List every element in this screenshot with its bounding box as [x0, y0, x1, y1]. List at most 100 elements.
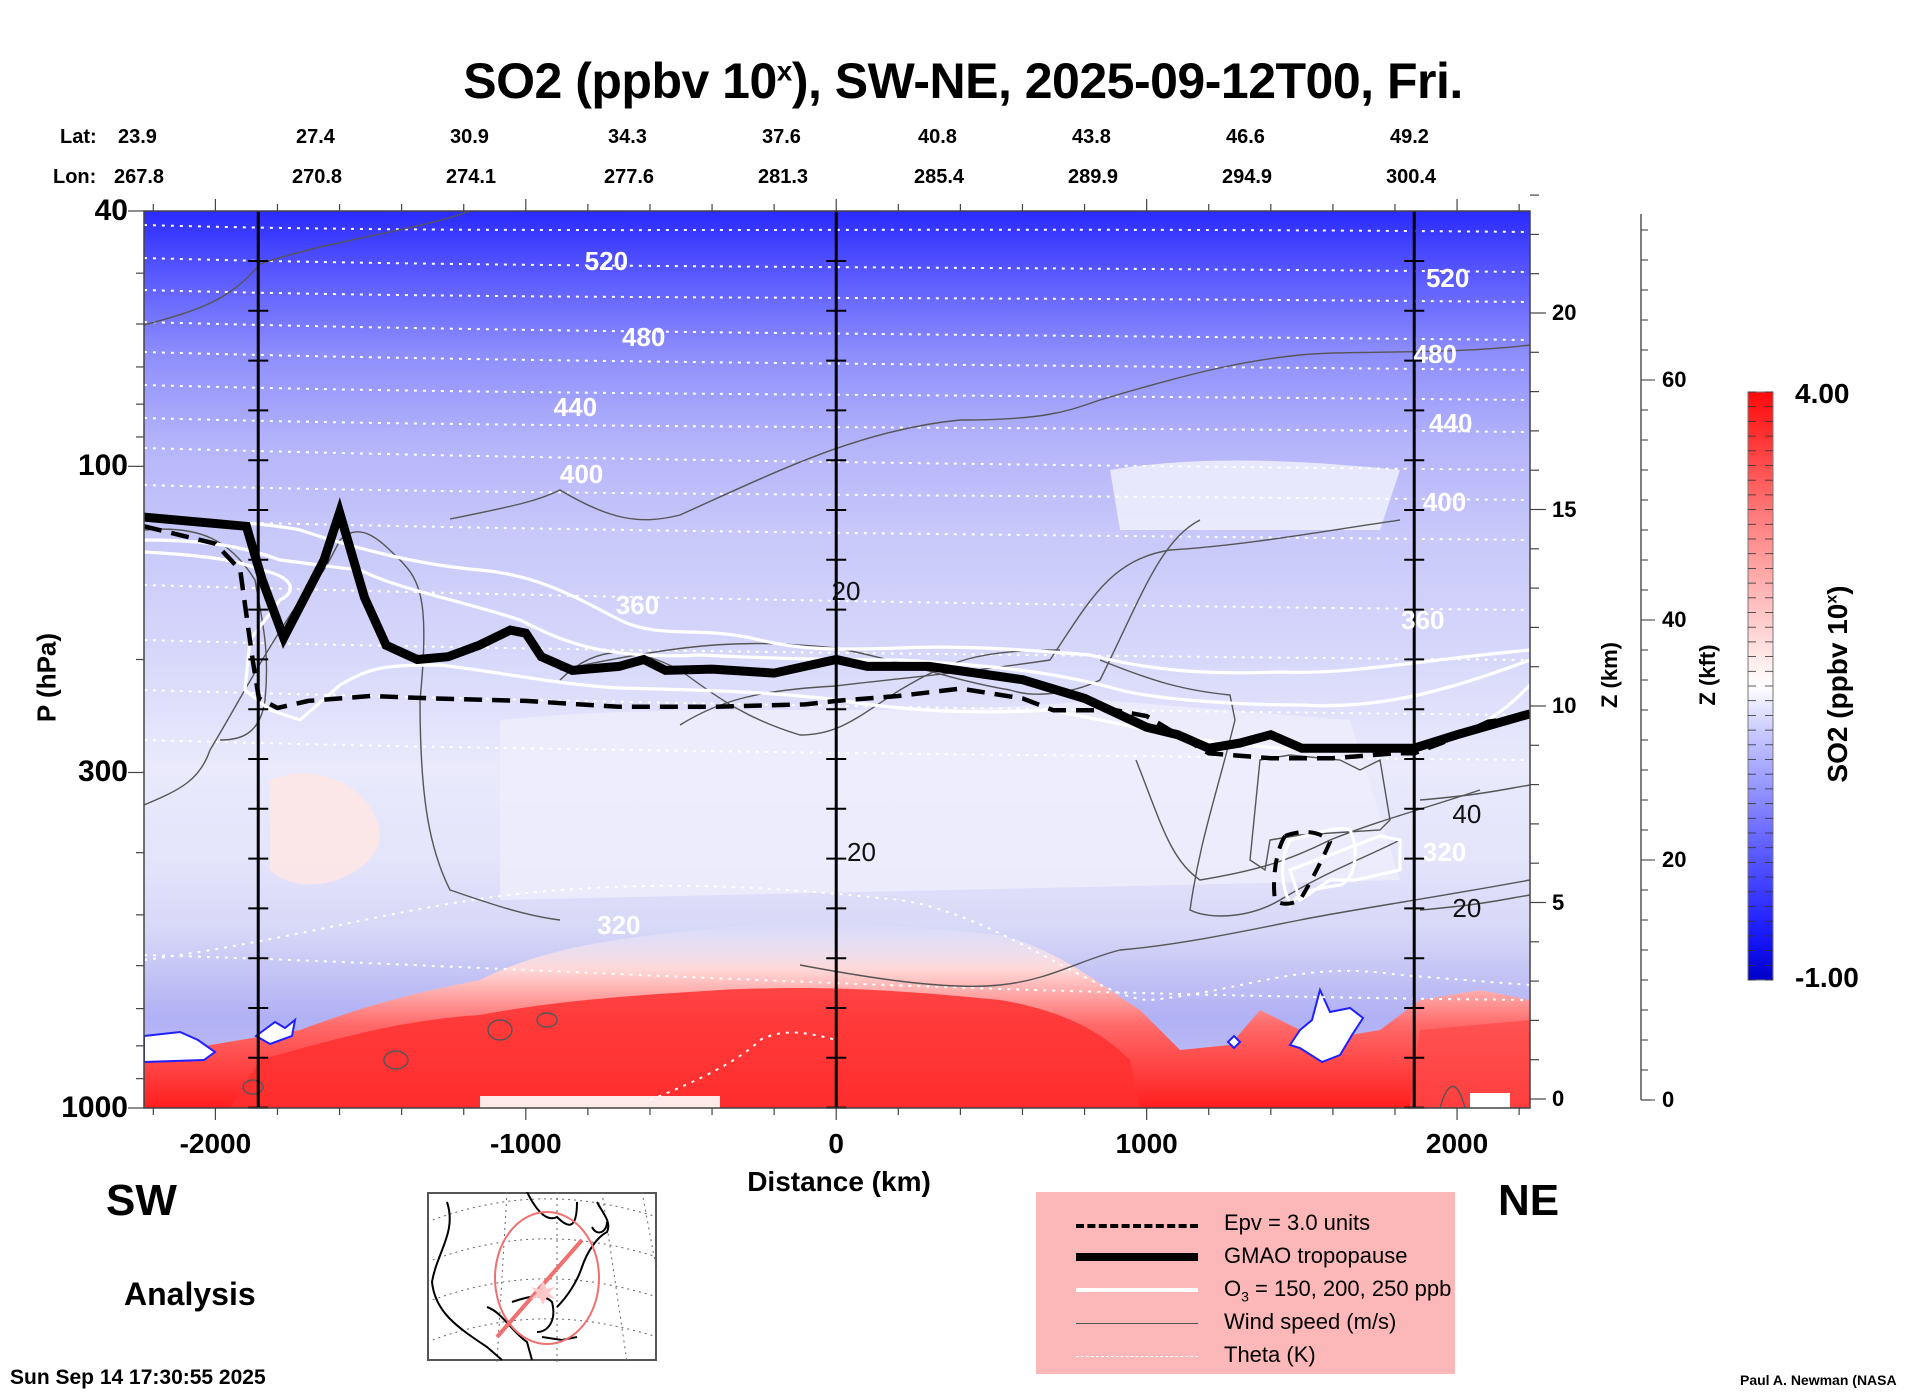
- legend: Epv = 3.0 units GMAO tropopause O3 = 150…: [1036, 1192, 1455, 1374]
- y-tick-label: 300: [77, 755, 128, 789]
- lon-value: 267.8: [114, 166, 165, 188]
- z-kft-tick-label: 20: [1662, 847, 1687, 872]
- lon-value: 274.1: [446, 166, 497, 188]
- z-km-tick-label: 0: [1552, 1086, 1565, 1111]
- y-tick-label: 40: [94, 194, 128, 227]
- theta-line: [144, 519, 1530, 541]
- wind-contour-label: 20: [1452, 893, 1482, 924]
- colorbar-min-label: -1.00: [1795, 962, 1859, 993]
- legend-label: Epv = 3.0 units: [1224, 1210, 1371, 1235]
- theta-line: [144, 289, 1530, 303]
- colorbar-title: SO2 (ppbv 10x): [1822, 585, 1853, 783]
- x-tick-label: -2000: [179, 1128, 252, 1159]
- vertical-reference-lines: [248, 211, 1425, 1109]
- wind-contour-label: 20: [847, 836, 876, 867]
- theta-line: [144, 447, 1530, 471]
- y-tick-label: 100: [77, 449, 128, 483]
- timestamp: Sun Sep 14 17:30:55 2025: [10, 1366, 266, 1389]
- lon-value: 277.6: [604, 166, 655, 188]
- theta-contour-label: 440: [1429, 408, 1473, 439]
- theta-line: [144, 417, 1530, 433]
- lon-value: 300.4: [1386, 166, 1437, 188]
- theta-line: [144, 954, 1530, 1001]
- locator-map: [427, 1192, 657, 1362]
- heavy-line-swatch: [1076, 1253, 1198, 1261]
- wind-contour-label: 20: [831, 576, 861, 607]
- z-kft-tick-label: 0: [1662, 1087, 1675, 1112]
- lat-value: 46.6: [1226, 126, 1265, 148]
- chart-title: SO2 (ppbv 10x), SW-NE, 2025-09-12T00, Fr…: [463, 53, 1463, 109]
- lat-value: 37.6: [762, 126, 801, 148]
- theta-contour-label: 400: [559, 458, 604, 489]
- legend-item-tropopause: GMAO tropopause: [1036, 1241, 1455, 1271]
- theta-contour-label: 520: [584, 245, 629, 276]
- legend-item-ozone: O3 = 150, 200, 250 ppb: [1036, 1274, 1455, 1304]
- theta-line: [144, 351, 1530, 371]
- lat-value: 30.9: [450, 126, 489, 148]
- theta-line: [144, 484, 1530, 501]
- ne-label: NE: [1498, 1176, 1560, 1225]
- theta-line: [144, 224, 1530, 233]
- lat-value: 27.4: [296, 126, 335, 148]
- x-tick-label: 1000: [1115, 1128, 1178, 1159]
- lat-value: 43.8: [1072, 126, 1111, 148]
- y-axis-title: P (hPa): [31, 632, 62, 723]
- theta-line: [144, 639, 1530, 661]
- x-axis-title: Distance (km): [747, 1166, 931, 1197]
- theta-contour-label: 440: [553, 391, 598, 422]
- epv-contour: [144, 524, 1530, 761]
- colorbar-max-label: 4.00: [1795, 378, 1850, 409]
- lon-value: 285.4: [914, 166, 965, 188]
- lat-value: 40.8: [918, 126, 957, 148]
- credit-label: Paul A. Newman (NASA: [1740, 1372, 1897, 1388]
- z-km-tick-label: 20: [1552, 300, 1577, 325]
- legend-item-wind: Wind speed (m/s): [1036, 1307, 1455, 1337]
- x-tick-label: 2000: [1425, 1128, 1489, 1159]
- theta-contour-label: 480: [1413, 338, 1457, 369]
- legend-label: Wind speed (m/s): [1224, 1309, 1397, 1334]
- y2-axis-title: Z (km): [1597, 642, 1622, 708]
- dashed-line-swatch: [1076, 1224, 1198, 1228]
- legend-label: GMAO tropopause: [1224, 1243, 1408, 1268]
- lon-label: Lon:: [53, 166, 97, 188]
- white-line-swatch: [1076, 1288, 1198, 1292]
- axes: [128, 194, 1655, 1120]
- z-km-tick-label: 15: [1552, 496, 1577, 522]
- wind-contour-label: 40: [1452, 799, 1482, 830]
- x-tick-label: 0: [828, 1128, 844, 1159]
- lon-value: 289.9: [1068, 166, 1119, 188]
- z-km-tick-label: 10: [1552, 693, 1577, 718]
- map-range-circle: [494, 1211, 600, 1345]
- legend-item-theta: Theta (K): [1036, 1340, 1455, 1370]
- theta-line: [144, 321, 1530, 341]
- legend-label: O3 = 150, 200, 250 ppb: [1224, 1276, 1452, 1305]
- map-center-star: [531, 1281, 555, 1305]
- theta-contour-label: 360: [1401, 604, 1445, 635]
- theta-line: [144, 257, 1530, 273]
- z-km-tick-label: 5: [1552, 889, 1565, 915]
- theta-line: [144, 384, 1530, 401]
- sw-label: SW: [106, 1176, 177, 1225]
- theta-contour-label: 320: [1422, 836, 1467, 867]
- theta-line: [144, 739, 1530, 761]
- z-kft-tick-label: 40: [1662, 607, 1687, 632]
- dotted-line-swatch: [1076, 1356, 1198, 1357]
- theta-line: [144, 884, 1530, 1002]
- x-tick-label: -1000: [489, 1128, 562, 1159]
- lat-value: 23.9: [118, 126, 157, 148]
- colorbar: [1747, 391, 1774, 981]
- theta-contour-label: 320: [597, 909, 641, 940]
- tropopause-line: [144, 497, 1530, 753]
- map-gridlines: [427, 1192, 657, 1362]
- lat-value: 34.3: [608, 126, 647, 148]
- lon-value: 281.3: [758, 166, 809, 188]
- theta-contour-label: 400: [1422, 486, 1467, 517]
- theta-contour-label: 520: [1425, 262, 1470, 293]
- lon-value: 270.8: [292, 166, 343, 188]
- thin-line-swatch: [1076, 1323, 1198, 1324]
- y3-axis-title: Z (kft): [1695, 644, 1720, 706]
- epv-contour-closed: [1272, 830, 1333, 906]
- y-tick-label: 1000: [61, 1091, 128, 1124]
- theta-line: [144, 689, 1530, 716]
